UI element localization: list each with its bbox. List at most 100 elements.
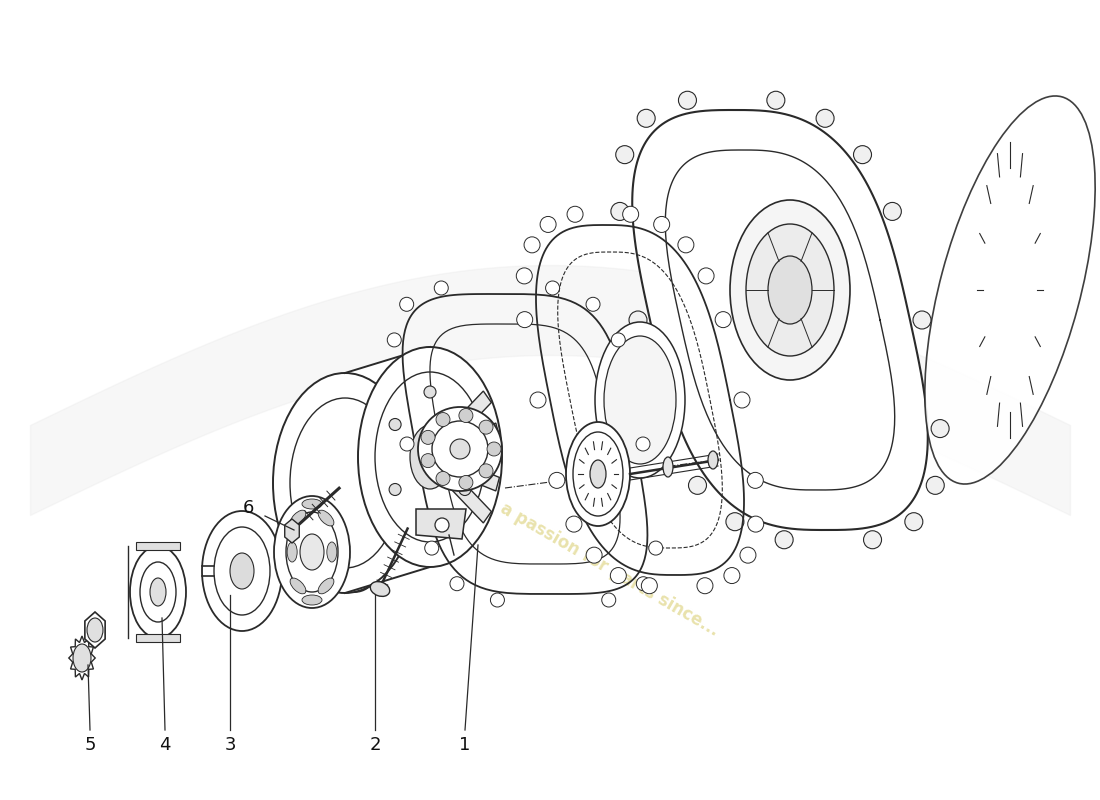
Circle shape (659, 419, 676, 438)
Ellipse shape (604, 336, 676, 464)
Polygon shape (442, 391, 492, 446)
Circle shape (487, 442, 500, 456)
Circle shape (434, 281, 449, 295)
Circle shape (436, 471, 450, 486)
Polygon shape (285, 519, 299, 543)
Circle shape (678, 237, 694, 253)
Ellipse shape (140, 562, 176, 622)
Ellipse shape (331, 504, 379, 580)
Circle shape (623, 206, 639, 222)
Circle shape (549, 472, 564, 488)
Ellipse shape (318, 578, 334, 594)
Polygon shape (632, 110, 927, 530)
Ellipse shape (290, 578, 306, 594)
Circle shape (649, 541, 662, 555)
Ellipse shape (590, 460, 606, 488)
Text: 1: 1 (460, 736, 471, 754)
Circle shape (459, 483, 471, 495)
Circle shape (883, 202, 901, 221)
Ellipse shape (286, 512, 338, 592)
Ellipse shape (450, 439, 470, 459)
Circle shape (636, 437, 650, 451)
Circle shape (491, 593, 505, 607)
Ellipse shape (358, 347, 502, 567)
Ellipse shape (323, 492, 387, 592)
Circle shape (931, 419, 949, 438)
Circle shape (740, 547, 756, 563)
Ellipse shape (73, 644, 91, 672)
Ellipse shape (318, 510, 334, 526)
Ellipse shape (768, 256, 812, 324)
Circle shape (767, 91, 785, 110)
Text: 5: 5 (85, 736, 96, 754)
Ellipse shape (746, 224, 834, 356)
Circle shape (568, 206, 583, 222)
Circle shape (629, 311, 647, 329)
Text: 3: 3 (224, 736, 235, 754)
Circle shape (540, 217, 557, 233)
Text: a passion for parts since...: a passion for parts since... (497, 500, 723, 640)
Circle shape (389, 418, 402, 430)
Circle shape (905, 513, 923, 530)
Circle shape (610, 202, 629, 221)
Circle shape (913, 311, 931, 329)
Circle shape (424, 386, 436, 398)
Ellipse shape (302, 595, 322, 605)
Circle shape (637, 110, 656, 127)
Ellipse shape (202, 511, 282, 631)
Ellipse shape (595, 322, 685, 478)
Polygon shape (448, 423, 499, 456)
Circle shape (698, 268, 714, 284)
Circle shape (421, 454, 436, 468)
Polygon shape (416, 509, 466, 539)
Polygon shape (136, 542, 180, 550)
Circle shape (459, 409, 473, 422)
Ellipse shape (573, 432, 623, 516)
Circle shape (400, 437, 414, 451)
Ellipse shape (663, 457, 673, 477)
Circle shape (565, 516, 582, 532)
Circle shape (734, 392, 750, 408)
Circle shape (516, 268, 532, 284)
Circle shape (389, 483, 402, 495)
Circle shape (450, 577, 464, 590)
Ellipse shape (708, 451, 718, 469)
Ellipse shape (327, 542, 337, 562)
Circle shape (653, 217, 670, 233)
Text: 2: 2 (370, 736, 381, 754)
Ellipse shape (214, 527, 270, 615)
Ellipse shape (130, 546, 186, 638)
Circle shape (478, 464, 493, 478)
Ellipse shape (287, 542, 297, 562)
Circle shape (816, 110, 834, 127)
Circle shape (586, 298, 600, 311)
Text: 6: 6 (242, 499, 254, 517)
Circle shape (387, 333, 402, 347)
Ellipse shape (290, 510, 306, 526)
Ellipse shape (290, 398, 400, 568)
Circle shape (864, 530, 881, 549)
Ellipse shape (274, 496, 350, 608)
Circle shape (697, 578, 713, 594)
Circle shape (530, 392, 546, 408)
Circle shape (459, 475, 473, 490)
Circle shape (602, 593, 616, 607)
Polygon shape (136, 634, 180, 642)
Ellipse shape (302, 499, 322, 509)
Ellipse shape (566, 422, 630, 526)
Polygon shape (345, 347, 430, 593)
Circle shape (610, 567, 626, 583)
Circle shape (726, 513, 744, 530)
Circle shape (425, 541, 439, 555)
Ellipse shape (432, 421, 488, 477)
Circle shape (524, 237, 540, 253)
Ellipse shape (410, 425, 450, 489)
Circle shape (517, 312, 532, 328)
Circle shape (436, 413, 450, 426)
Circle shape (424, 516, 436, 528)
Circle shape (679, 91, 696, 110)
Circle shape (459, 418, 471, 430)
Ellipse shape (375, 372, 485, 542)
Circle shape (421, 430, 436, 444)
Polygon shape (69, 636, 96, 680)
